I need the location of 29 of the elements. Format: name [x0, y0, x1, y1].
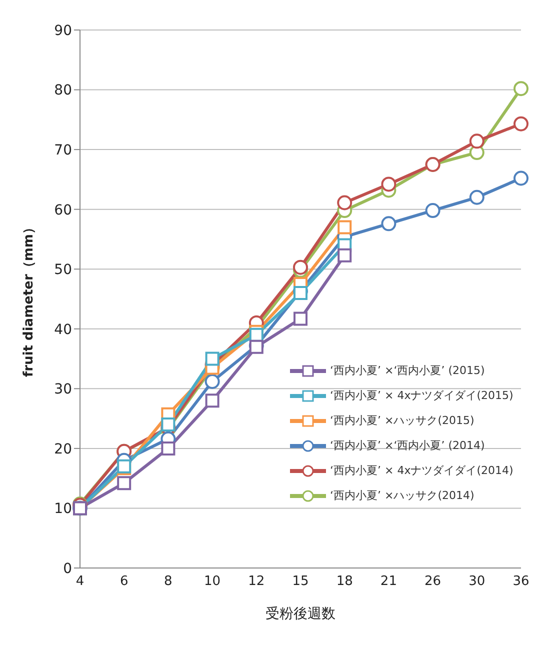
x-tick-label: 8 — [164, 574, 172, 590]
y-tick-label: 60 — [54, 202, 72, 218]
x-tick-label: 4 — [76, 574, 84, 590]
y-tick-label: 20 — [54, 441, 72, 458]
y-tick-label: 30 — [54, 382, 72, 398]
x-tick-label: 30 — [468, 574, 486, 590]
legend-label: ‘西内小夏’ × 4xナツダイダイ(2015) — [330, 388, 514, 403]
x-axis-title: 受粉後週数 — [266, 606, 336, 622]
legend-label: ‘西内小夏’ ×‘西内小夏’ (2014) — [330, 438, 485, 453]
y-tick-label: 90 — [54, 22, 72, 39]
x-tick-label: 26 — [424, 574, 442, 590]
x-tick-label: 36 — [512, 574, 530, 590]
x-tick-label: 12 — [248, 574, 265, 590]
y-tick-label: 40 — [54, 322, 72, 338]
x-tick-label: 18 — [336, 574, 353, 590]
legend-label: ‘西内小夏’ ×ハッサク(2015) — [330, 413, 474, 428]
legend-label: ‘西内小夏’ × 4xナツダイダイ(2014) — [330, 463, 514, 478]
y-axis-title: fruit diameter（mm） — [22, 221, 37, 377]
y-tick-label: 50 — [54, 262, 72, 278]
y-tick-label: 80 — [54, 82, 72, 99]
x-tick-label: 6 — [120, 574, 128, 590]
x-tick-label: 21 — [380, 574, 397, 590]
legend-label: ‘西内小夏’ ×ハッサク(2014) — [330, 488, 474, 503]
y-tick-label: 0 — [63, 560, 72, 577]
x-tick-label: 15 — [292, 574, 309, 590]
y-tick-label: 70 — [54, 142, 72, 159]
x-tick-label: 10 — [204, 574, 221, 590]
legend-label: ‘西内小夏’ ×‘西内小夏’ (2015) — [330, 363, 485, 378]
y-tick-label: 10 — [54, 501, 72, 518]
